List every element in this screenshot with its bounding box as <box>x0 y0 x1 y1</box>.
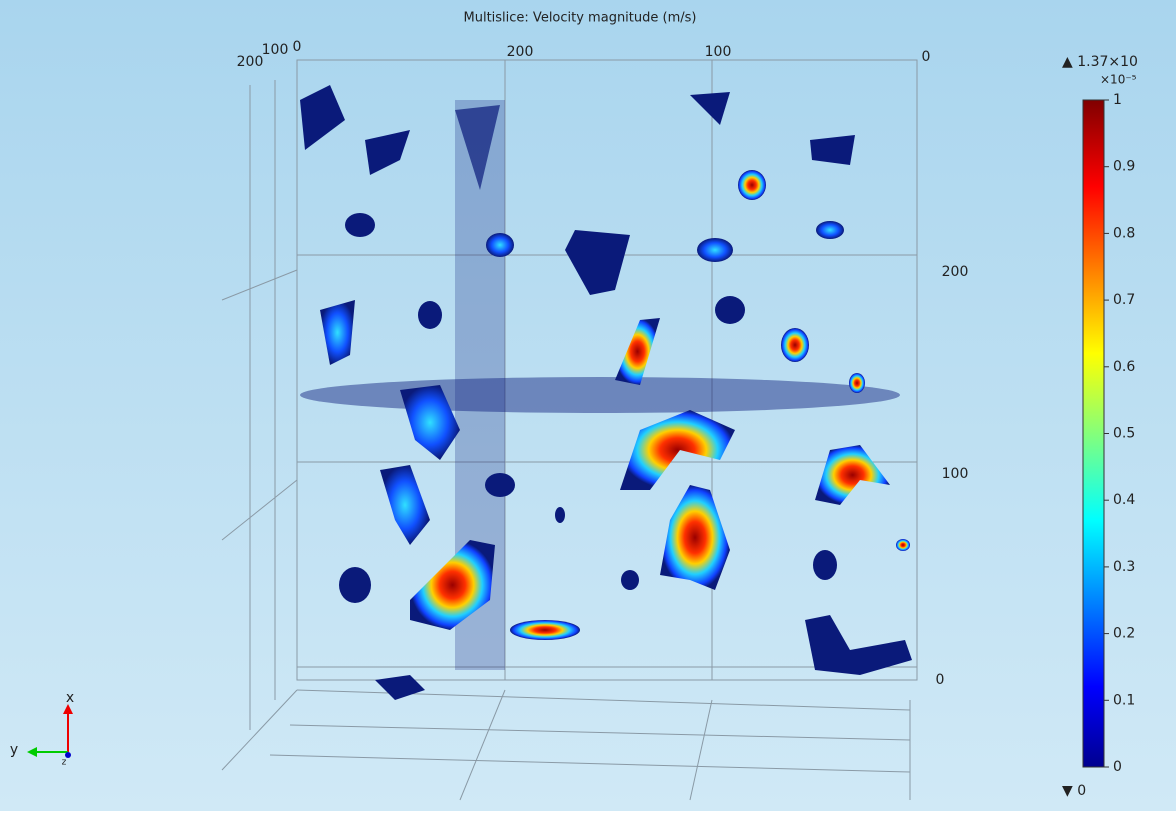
colorbar-tick-label: 1 <box>1113 92 1122 108</box>
tick-label: 100 <box>705 44 732 60</box>
slices <box>300 85 912 700</box>
axis-triad: x y z <box>10 690 74 768</box>
tick-label: 200 <box>942 264 969 280</box>
colorbar-max: ▲ 1.37×10 <box>1062 54 1138 70</box>
colorbar: ▲ 1.37×10 ×10⁻⁵ ▼ 0 0 0.1 0.2 0.3 0.4 0.5 0.6 0… <box>1062 54 1138 799</box>
colorbar-tick-label: 0 <box>1113 759 1122 775</box>
tick-label: 100 <box>262 42 289 58</box>
tick-label: 200 <box>237 54 264 70</box>
title: Multislice: Velocity magnitude (m/s) <box>464 11 697 26</box>
colorbar-tick-label: 0.5 <box>1113 426 1135 442</box>
colorbar-tick-label: 0.7 <box>1113 292 1135 308</box>
tick-label: 0 <box>922 49 931 65</box>
colorbar-tick-label: 0.6 <box>1113 359 1135 375</box>
grid <box>221 59 918 801</box>
colorbar-tick-label: 0.9 <box>1113 159 1135 175</box>
colorbar-min: ▼ 0 <box>1062 783 1086 799</box>
axis-labels: 200 100 0 200 100 0 200 100 0 <box>237 39 969 688</box>
triad-label: y <box>10 742 18 758</box>
triad-label: x <box>66 690 74 706</box>
triad-label: z <box>62 758 67 768</box>
colorbar-multiplier: ×10⁻⁵ <box>1100 73 1137 87</box>
tick-label: 0 <box>293 39 302 55</box>
tick-label: 200 <box>507 44 534 60</box>
colorbar-tick-label: 0.2 <box>1113 626 1135 642</box>
colorbar-tick-label: 0.3 <box>1113 559 1135 575</box>
colorbar-tick-label: 0.4 <box>1113 492 1135 508</box>
tick-label: 100 <box>942 466 969 482</box>
colorbar-scale <box>1082 99 1105 768</box>
tick-label: 0 <box>936 672 945 688</box>
colorbar-tick-label: 0.1 <box>1113 692 1135 708</box>
colorbar-tick-label: 0.8 <box>1113 225 1135 241</box>
